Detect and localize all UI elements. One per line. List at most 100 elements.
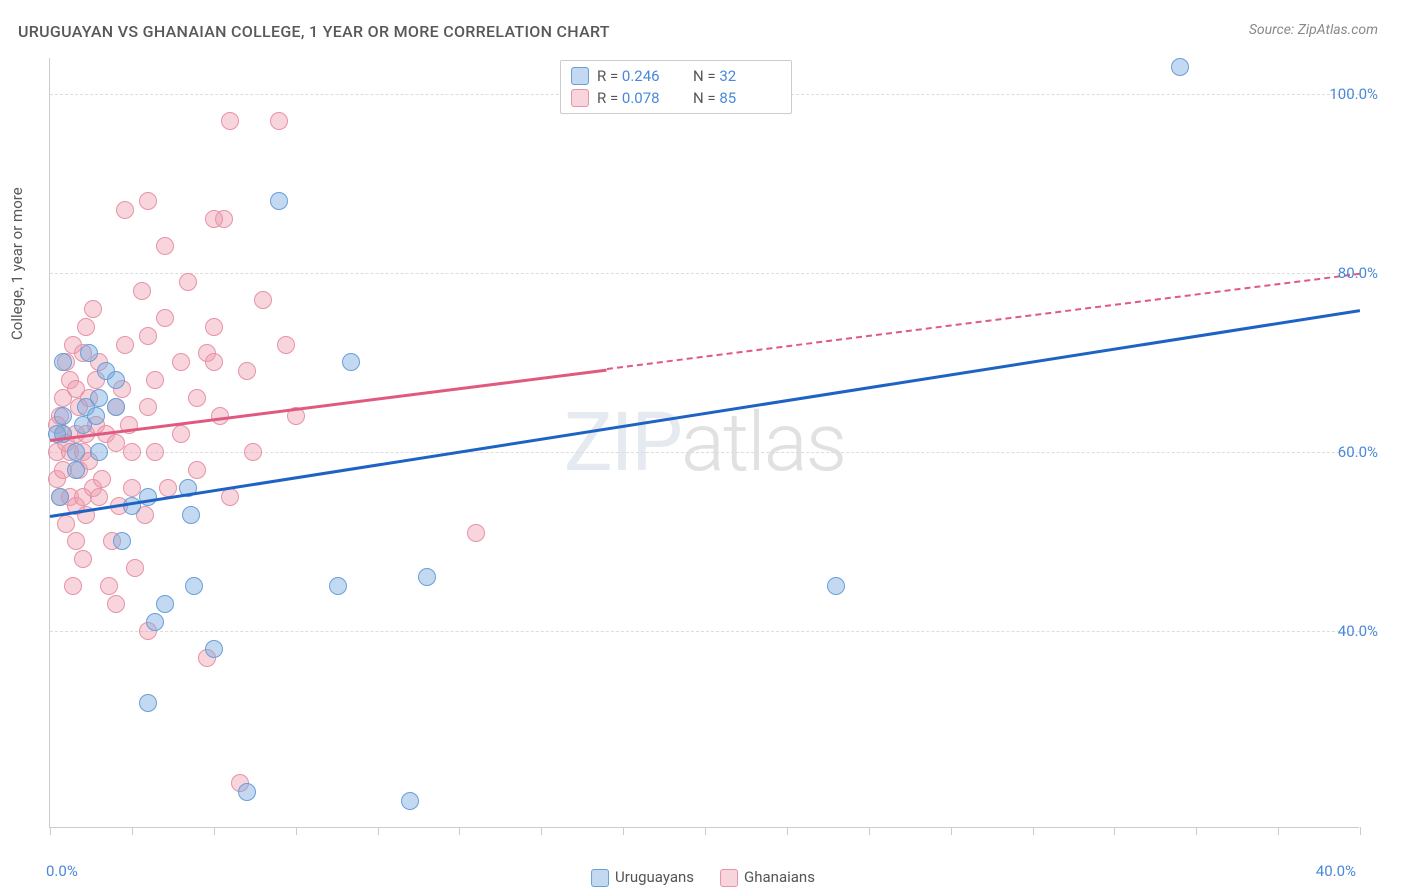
scatter-point — [51, 488, 69, 506]
scatter-point — [54, 407, 72, 425]
x-tick — [132, 827, 133, 835]
x-tick — [50, 827, 51, 835]
chart-title: URUGUAYAN VS GHANAIAN COLLEGE, 1 YEAR OR… — [18, 22, 610, 41]
scatter-point — [188, 389, 206, 407]
scatter-point — [64, 577, 82, 595]
scatter-point — [221, 112, 239, 130]
correlation-legend: R = 0.246N = 32 R = 0.078 N = 85 — [560, 60, 792, 114]
scatter-point — [329, 577, 347, 595]
scatter-point — [146, 443, 164, 461]
legend-label: Ghanaians — [744, 868, 815, 886]
x-tick — [214, 827, 215, 835]
scatter-point — [93, 470, 111, 488]
scatter-point — [113, 532, 131, 550]
scatter-point — [90, 389, 108, 407]
legend-n: N = 85 — [693, 89, 781, 107]
scatter-point — [84, 300, 102, 318]
scatter-point — [1171, 58, 1189, 76]
y-tick-label: 60.0% — [1338, 443, 1378, 461]
legend-item: Ghanaians — [720, 868, 815, 887]
scatter-point — [133, 282, 151, 300]
scatter-point — [80, 344, 98, 362]
scatter-point — [100, 577, 118, 595]
legend-r: R = 0.078 — [597, 89, 685, 107]
scatter-point — [67, 443, 85, 461]
scatter-point — [116, 201, 134, 219]
scatter-point — [139, 694, 157, 712]
scatter-point — [418, 568, 436, 586]
legend-row: R = 0.078 N = 85 — [571, 87, 781, 109]
scatter-point — [54, 353, 72, 371]
trend-line — [50, 368, 607, 441]
legend-swatch — [571, 67, 589, 85]
x-tick — [1114, 827, 1115, 835]
scatter-point — [67, 461, 85, 479]
y-axis-label: College, 1 year or more — [8, 187, 26, 340]
scatter-point — [87, 407, 105, 425]
legend-swatch — [720, 869, 738, 887]
scatter-point — [185, 577, 203, 595]
plot-area: ZIPatlas — [49, 58, 1359, 828]
scatter-point — [126, 559, 144, 577]
scatter-point — [77, 318, 95, 336]
x-tick — [1196, 827, 1197, 835]
scatter-point — [139, 327, 157, 345]
x-axis-min-label: 0.0% — [46, 862, 78, 880]
scatter-point — [139, 398, 157, 416]
x-tick — [1278, 827, 1279, 835]
scatter-point — [107, 398, 125, 416]
scatter-point — [277, 336, 295, 354]
scatter-point — [270, 192, 288, 210]
scatter-point — [146, 613, 164, 631]
y-tick-label: 80.0% — [1338, 264, 1378, 282]
x-tick — [378, 827, 379, 835]
x-tick — [1033, 827, 1034, 835]
scatter-point — [74, 550, 92, 568]
scatter-point — [179, 273, 197, 291]
scatter-point — [107, 434, 125, 452]
scatter-point — [90, 443, 108, 461]
gridline — [50, 273, 1360, 274]
scatter-point — [401, 792, 419, 810]
x-tick — [459, 827, 460, 835]
series-legend: Uruguayans Ghanaians — [591, 868, 815, 887]
trend-line — [607, 273, 1360, 370]
scatter-point — [270, 112, 288, 130]
scatter-point — [156, 595, 174, 613]
x-tick — [623, 827, 624, 835]
scatter-point — [67, 532, 85, 550]
scatter-point — [238, 783, 256, 801]
legend-swatch — [591, 869, 609, 887]
x-tick — [787, 827, 788, 835]
scatter-point — [123, 443, 141, 461]
scatter-point — [107, 595, 125, 613]
legend-swatch — [571, 89, 589, 107]
legend-row: R = 0.246N = 32 — [571, 65, 781, 87]
scatter-point — [205, 353, 223, 371]
legend-item: Uruguayans — [591, 868, 694, 887]
scatter-point — [205, 640, 223, 658]
x-tick — [951, 827, 952, 835]
scatter-point — [172, 353, 190, 371]
x-axis-max-label: 40.0% — [1316, 862, 1356, 880]
scatter-point — [107, 371, 125, 389]
scatter-point — [156, 309, 174, 327]
watermark: ZIPatlas — [564, 395, 845, 491]
x-tick — [541, 827, 542, 835]
scatter-point — [244, 443, 262, 461]
y-tick-label: 40.0% — [1338, 622, 1378, 640]
x-tick — [296, 827, 297, 835]
scatter-point — [57, 515, 75, 533]
scatter-point — [116, 336, 134, 354]
x-tick — [1360, 827, 1361, 835]
scatter-point — [188, 461, 206, 479]
scatter-point — [139, 192, 157, 210]
scatter-point — [146, 371, 164, 389]
scatter-point — [172, 425, 190, 443]
x-tick — [705, 827, 706, 835]
scatter-point — [182, 506, 200, 524]
scatter-point — [205, 318, 223, 336]
scatter-point — [123, 479, 141, 497]
legend-label: Uruguayans — [615, 868, 694, 886]
scatter-point — [159, 479, 177, 497]
